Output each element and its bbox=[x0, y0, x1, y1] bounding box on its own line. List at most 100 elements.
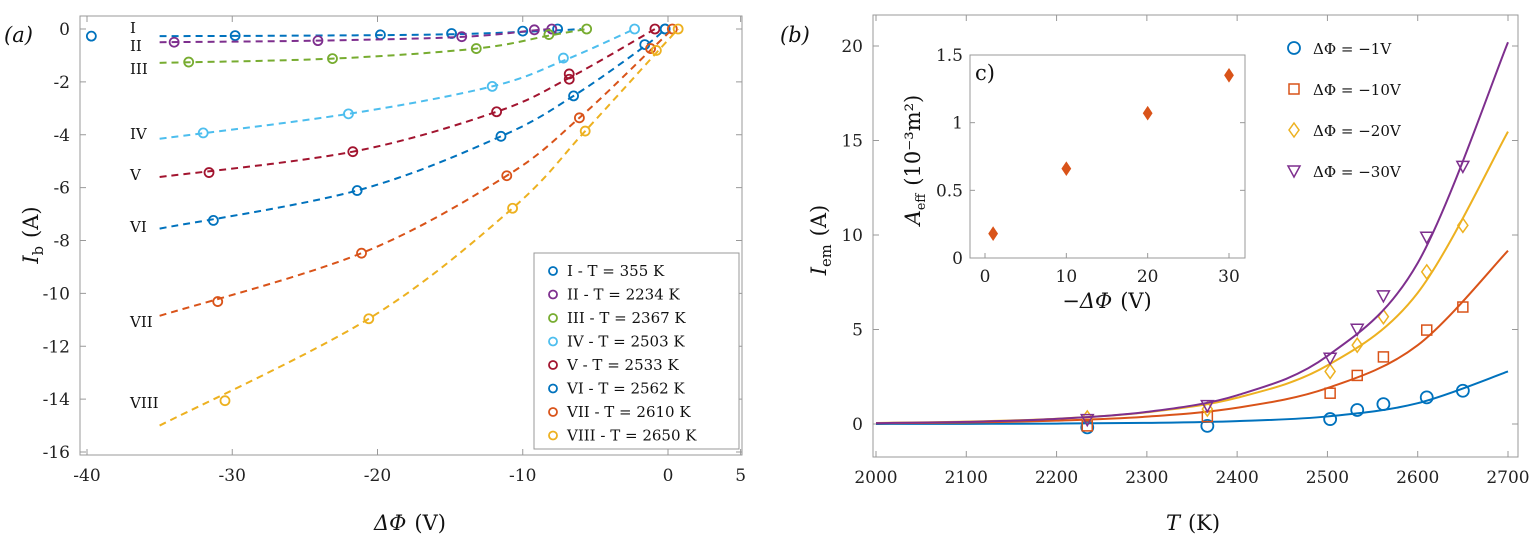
curve-label: I bbox=[130, 19, 136, 37]
x-tick-label: -30 bbox=[219, 466, 246, 486]
data-point bbox=[650, 45, 662, 56]
legend-entry: II - T = 2234 K bbox=[567, 286, 681, 304]
x-tick-label: 2400 bbox=[1216, 468, 1259, 488]
fit-curve bbox=[875, 249, 1509, 425]
data-point bbox=[563, 68, 575, 80]
data-point bbox=[563, 73, 575, 85]
x-tick-label: 2700 bbox=[1486, 468, 1529, 488]
legend-marker bbox=[548, 266, 558, 276]
data-point-diamond bbox=[1061, 161, 1072, 177]
y-tick-label: 1.5 bbox=[936, 46, 963, 66]
data-point bbox=[343, 108, 354, 120]
legend-a: I - T = 355 K II - T = 2234 K III - T = 23… bbox=[533, 252, 740, 450]
y-tick-label: -10 bbox=[43, 284, 70, 304]
data-point-triangle bbox=[1376, 290, 1391, 304]
curve-label: II bbox=[130, 37, 142, 55]
data-point bbox=[558, 52, 569, 64]
data-point-square bbox=[1351, 369, 1363, 382]
data-point bbox=[629, 23, 640, 35]
y-tick-label: 0 bbox=[59, 20, 70, 40]
inset-frame bbox=[969, 54, 1246, 259]
x-tick-label: 2100 bbox=[945, 468, 988, 488]
data-point-square bbox=[1457, 301, 1469, 313]
x-tick-label: 2500 bbox=[1306, 468, 1349, 488]
axis-subscript: b bbox=[30, 246, 47, 255]
axis-symbol: T bbox=[1166, 511, 1182, 535]
panel-label-b: (b) bbox=[780, 23, 810, 47]
fit-curve bbox=[159, 28, 674, 317]
data-point-circle bbox=[1419, 390, 1434, 405]
data-point-square bbox=[1081, 420, 1094, 432]
curve-label: VI bbox=[129, 218, 147, 236]
axis-subscript: eff bbox=[913, 193, 928, 210]
axis-subscript: em bbox=[818, 244, 835, 267]
x-tick-label: 0 bbox=[663, 466, 674, 486]
data-point-diamond bbox=[1351, 336, 1364, 354]
axis-unit: (10⁻³m²) bbox=[901, 95, 925, 186]
y-tick-label: -4 bbox=[53, 126, 70, 146]
axis-label: ΔΦ (V) bbox=[373, 511, 446, 535]
data-point bbox=[347, 146, 359, 158]
series-VI: VI bbox=[129, 23, 671, 236]
series-II: II bbox=[130, 23, 558, 55]
axis-symbol: I bbox=[19, 255, 43, 265]
axes-b-frame bbox=[872, 14, 1519, 458]
data-point-triangle bbox=[1200, 399, 1215, 414]
y-tick-label: -12 bbox=[43, 337, 70, 357]
data-point-diamond bbox=[1142, 105, 1153, 121]
axis-label: Aeff (10⁻³m²) bbox=[901, 95, 928, 228]
y-tick-label: 15 bbox=[841, 132, 863, 152]
data-point bbox=[491, 106, 503, 118]
axis-unit: (K) bbox=[1188, 511, 1220, 535]
axes-a-frame bbox=[79, 15, 743, 456]
axes-a: -40 -30 -20 -10 0 5 0 -2 -4 -6 -8 -10 -12 -14 -16 ΔΦ (V)… bbox=[4, 16, 746, 535]
axis-label: −ΔΦ (V) bbox=[1062, 289, 1152, 313]
x-tick-label: 2600 bbox=[1396, 468, 1439, 488]
data-point bbox=[363, 313, 375, 325]
data-point bbox=[351, 185, 363, 196]
panel-label-c: c) bbox=[975, 61, 995, 85]
data-point-diamond bbox=[1324, 363, 1337, 380]
data-point bbox=[85, 30, 97, 42]
series-III: III bbox=[130, 23, 593, 78]
legend-marker bbox=[548, 383, 558, 394]
data-point-circle bbox=[1455, 383, 1470, 398]
x-tick-label: 2200 bbox=[1035, 468, 1078, 488]
axis-symbol: A bbox=[901, 210, 925, 227]
data-point bbox=[581, 23, 593, 35]
y-tick-label: 5 bbox=[852, 321, 863, 341]
series-IV: IV bbox=[130, 23, 640, 143]
x-tick-label: -10 bbox=[509, 466, 536, 486]
x-tick-label: 30 bbox=[1218, 267, 1240, 287]
fit-curve bbox=[159, 28, 552, 44]
data-point bbox=[229, 30, 241, 42]
data-point-diamond bbox=[1456, 217, 1469, 234]
data-point-triangle bbox=[1455, 160, 1471, 174]
series-V: V bbox=[129, 23, 661, 184]
legend-box bbox=[533, 252, 740, 450]
axis-label: Ib (A) bbox=[19, 206, 47, 264]
fit-curve bbox=[875, 370, 1509, 425]
legend-entry: ΔΦ = −1V bbox=[1313, 40, 1392, 58]
data-point bbox=[501, 170, 513, 182]
curve-label: VII bbox=[129, 313, 153, 331]
data-point bbox=[649, 23, 661, 35]
curve-label: III bbox=[130, 60, 148, 78]
data-point bbox=[659, 23, 671, 35]
data-point-circle bbox=[1287, 41, 1301, 55]
legend-marker bbox=[548, 289, 558, 300]
fit-curve bbox=[159, 28, 656, 179]
legend-entry: V - T = 2533 K bbox=[566, 356, 679, 374]
fit-curve bbox=[159, 28, 587, 64]
axes-b: 2000 2100 2200 2300 2400 2500 2600 270005101520… bbox=[780, 15, 1530, 535]
legend-entry: ΔΦ = −20V bbox=[1313, 122, 1402, 140]
legend-marker bbox=[548, 407, 558, 417]
y-tick-label: -8 bbox=[53, 232, 70, 252]
axis-unit: (A) bbox=[19, 206, 43, 238]
x-tick-label: -40 bbox=[73, 466, 100, 486]
data-point-square bbox=[1288, 83, 1300, 95]
x-tick-label: 2300 bbox=[1125, 468, 1168, 488]
fit-curve bbox=[159, 28, 636, 140]
axis-label: Iem (A) bbox=[807, 205, 835, 276]
